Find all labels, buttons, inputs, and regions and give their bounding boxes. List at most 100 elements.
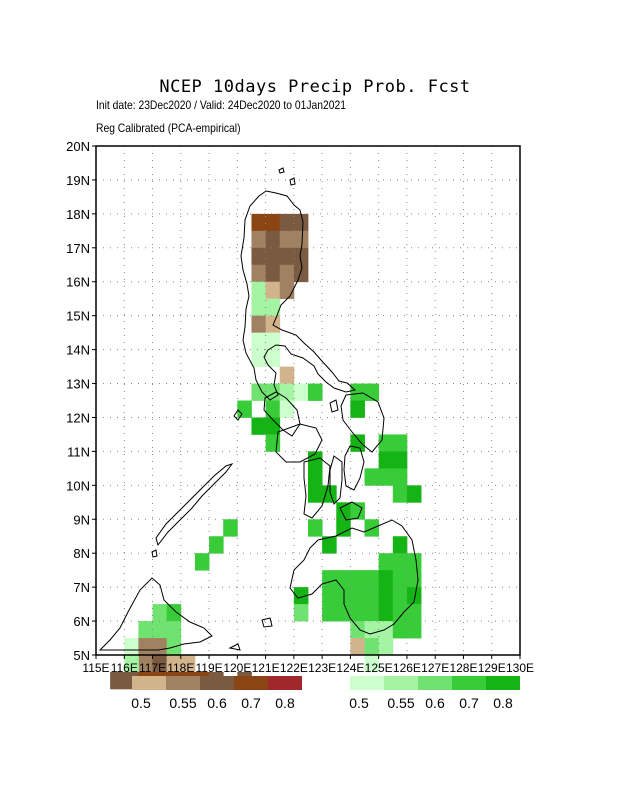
lon-tick-label: 127E: [421, 661, 449, 675]
lat-tick-label: 9N: [73, 512, 90, 527]
lat-tick-label: 7N: [73, 580, 90, 595]
probability-cell: [322, 604, 337, 622]
probability-cell: [350, 400, 365, 418]
dry-legend-swatch: [200, 676, 234, 690]
lat-tick-label: 16N: [66, 275, 90, 290]
probability-cell: [152, 621, 168, 639]
probability-cell: [406, 604, 422, 622]
dry-legend-label: 0.55: [169, 695, 196, 711]
lon-tick-label: 118E: [167, 661, 194, 675]
samar-coastline: [340, 392, 385, 453]
lat-tick-label: 13N: [66, 377, 90, 392]
dry-legend-label: 0.6: [207, 695, 227, 711]
wet-legend-swatch: [350, 676, 384, 690]
probability-cell: [364, 519, 380, 537]
probability-cell: [293, 383, 309, 401]
lon-tick-label: 121E: [252, 661, 280, 675]
dry-legend-label: 0.5: [131, 695, 151, 711]
borneo-coastline: [98, 577, 213, 651]
map-title: NCEP 10days Precip Prob. Fcst: [159, 77, 471, 97]
map-subtitle-method: Reg Calibrated (PCA-empirical): [96, 121, 241, 135]
lat-tick-label: 8N: [73, 546, 90, 561]
probability-cell: [110, 671, 125, 690]
probability-cell: [350, 587, 365, 605]
probability-cell: [152, 655, 168, 673]
lat-tick-label: 14N: [66, 343, 90, 358]
lat-tick-label: 19N: [66, 173, 90, 188]
small-island-3: [233, 409, 243, 421]
probability-cell: [406, 621, 422, 639]
mindoro-coastline: [263, 391, 301, 437]
cebu-coastline: [329, 455, 343, 505]
probability-cell: [378, 604, 394, 622]
probability-cell: [251, 213, 266, 232]
probability-cell: [364, 570, 380, 588]
probability-cell: [180, 655, 196, 673]
lat-tick-label: 6N: [73, 614, 90, 629]
lon-tick-label: 130E: [506, 661, 534, 675]
lon-tick-label: 117E: [139, 661, 166, 675]
bohol-coastline: [339, 501, 363, 521]
mindanao-coastline: [289, 519, 419, 635]
dry-legend-swatch: [166, 676, 200, 690]
probability-cell: [392, 570, 408, 588]
lon-tick-label: 122E: [280, 661, 308, 675]
dry-legend-swatch: [268, 676, 302, 690]
small-island-6: [261, 617, 273, 628]
probability-cell: [308, 383, 323, 401]
lat-tick-label: 15N: [66, 309, 90, 324]
probability-cell: [350, 621, 365, 639]
probability-cell: [322, 536, 337, 554]
wet-legend-label: 0.8: [493, 695, 513, 711]
dry-probability-legend: 0.5 0.55 0.6 0.7 0.8: [131, 676, 302, 711]
probability-cells: [110, 213, 422, 690]
lon-tick-label: 123E: [308, 661, 336, 675]
wet-legend-label: 0.5: [349, 695, 369, 711]
probability-cell: [378, 621, 394, 639]
probability-cell: [293, 213, 309, 232]
probability-cell: [251, 247, 266, 266]
wet-legend-label: 0.55: [387, 695, 414, 711]
probability-cell: [392, 621, 408, 639]
probability-cell: [350, 502, 365, 520]
probability-cell: [336, 502, 351, 520]
dry-legend-swatch: [132, 676, 166, 690]
lat-tick-label: 17N: [66, 241, 90, 256]
lon-tick-label: 115E: [82, 661, 109, 675]
probability-cell: [322, 587, 337, 605]
lon-tick-label: 126E: [393, 661, 421, 675]
lat-tick-label: 12N: [66, 410, 90, 425]
small-island-1: [278, 167, 285, 174]
small-island-2: [289, 177, 296, 186]
map-frame: [95, 145, 521, 656]
lon-tick-label: 129E: [478, 661, 506, 675]
probability-cell: [279, 383, 295, 401]
lon-tick-label: 125E: [365, 661, 393, 675]
lat-tick-label: 10N: [66, 478, 90, 493]
probability-cell: [308, 468, 323, 486]
probability-cell: [279, 247, 295, 266]
probability-cell: [209, 536, 224, 554]
leyte-coastline: [343, 445, 365, 491]
probability-cell: [364, 621, 380, 639]
wet-legend-swatch: [418, 676, 452, 690]
probability-cell: [251, 349, 266, 367]
probability-cell: [392, 587, 408, 605]
probability-cell: [124, 655, 139, 673]
probability-cell: [265, 417, 281, 435]
probability-cell: [378, 570, 394, 588]
dry-legend-swatch: [234, 676, 268, 690]
probability-cell: [265, 349, 281, 367]
small-island-5: [329, 399, 339, 413]
dry-legend-label: 0.8: [275, 695, 295, 711]
probability-cell: [293, 587, 309, 605]
probability-cell: [293, 247, 309, 266]
probability-cell: [322, 570, 337, 588]
probability-cell: [251, 230, 266, 249]
probability-cell: [350, 604, 365, 622]
probability-cell: [138, 638, 153, 656]
wet-legend-swatch: [384, 676, 418, 690]
lat-tick-label: 18N: [66, 207, 90, 222]
probability-cell: [152, 638, 168, 656]
